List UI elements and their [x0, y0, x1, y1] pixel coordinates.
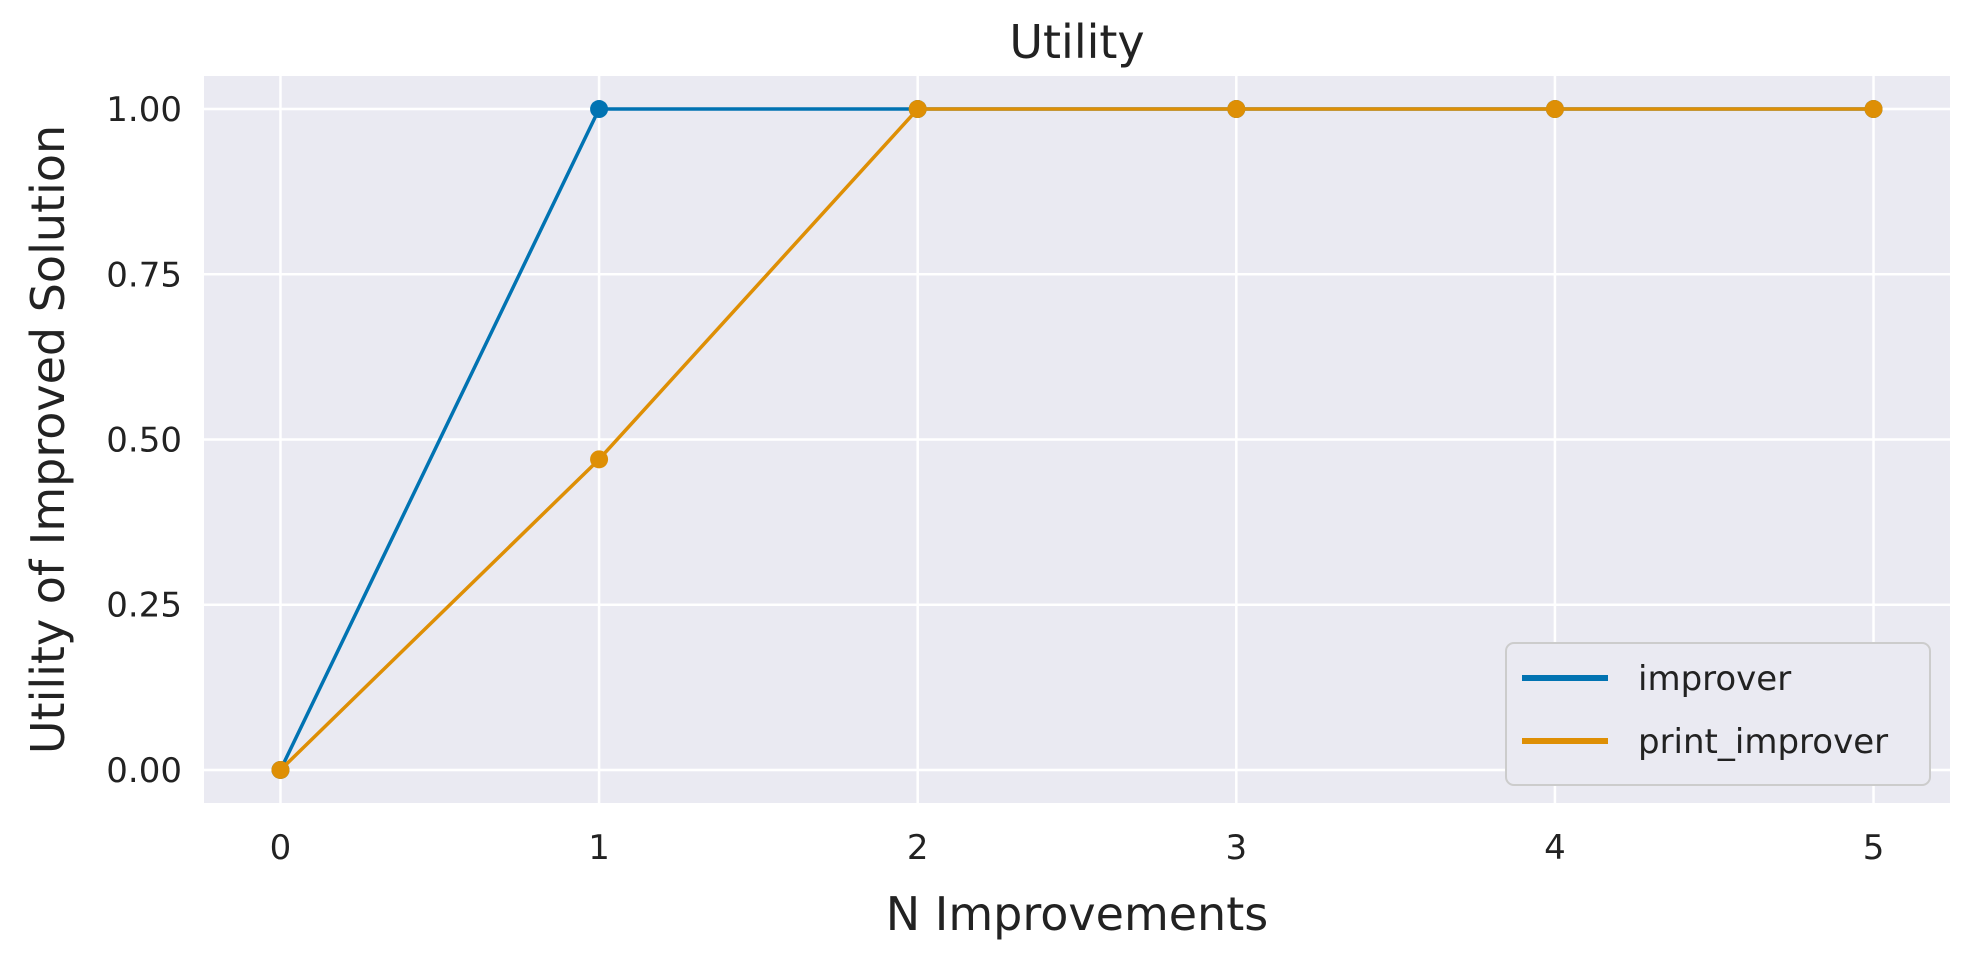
data-point: [271, 760, 290, 779]
data-point: [1864, 100, 1883, 119]
legend-item: improver: [1522, 659, 1791, 699]
data-point: [1227, 100, 1246, 119]
data-point: [908, 100, 927, 119]
data-point: [590, 100, 609, 119]
legend-frame: [1505, 642, 1931, 786]
y-tick-label: 0.25: [106, 586, 182, 626]
x-axis-ticks: 0 1 2 3 4 5: [270, 828, 1885, 868]
y-tick-label: 0.00: [106, 751, 182, 791]
data-point: [590, 450, 609, 469]
y-tick-label: 0.50: [106, 421, 182, 461]
x-tick-label: 4: [1544, 828, 1566, 868]
chart-title: Utility: [1009, 15, 1144, 69]
x-tick-label: 1: [588, 828, 610, 868]
series-print_improver: [271, 100, 1883, 779]
y-tick-label: 1.00: [106, 90, 182, 130]
legend: improver print_improver: [1505, 642, 1931, 786]
y-axis-label: Utility of Improved Solution: [21, 125, 75, 754]
x-tick-label: 0: [270, 828, 292, 868]
legend-label: print_improver: [1638, 722, 1888, 762]
y-axis-ticks: 0.00 0.25 0.50 0.75 1.00: [106, 90, 182, 791]
legend-item: print_improver: [1522, 722, 1888, 762]
series-group: [271, 100, 1883, 779]
x-axis-label: N Improvements: [886, 887, 1268, 941]
data-point: [1545, 100, 1564, 119]
legend-label: improver: [1638, 659, 1791, 699]
y-tick-label: 0.75: [106, 255, 182, 295]
x-tick-label: 3: [1225, 828, 1247, 868]
x-tick-label: 5: [1863, 828, 1885, 868]
series-line: [279, 107, 1874, 772]
x-tick-label: 2: [907, 828, 929, 868]
